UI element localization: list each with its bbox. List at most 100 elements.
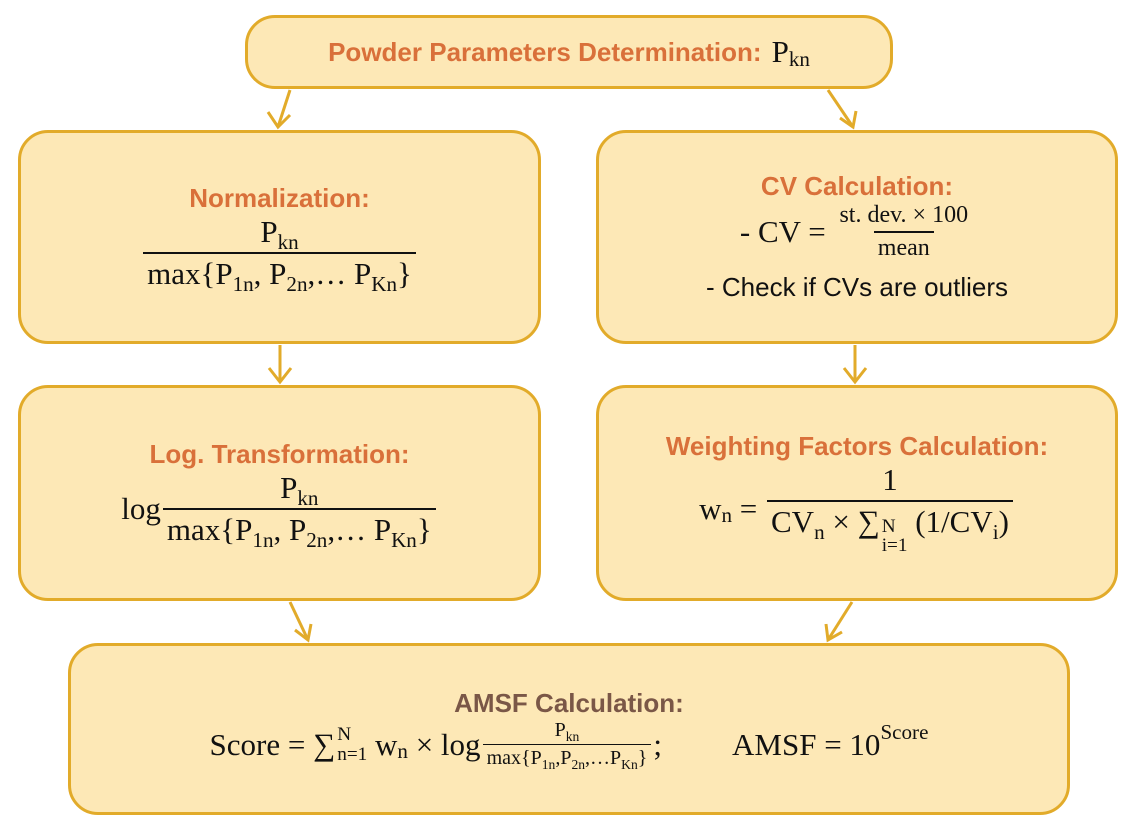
math-text: max{P [166, 511, 253, 547]
math-text: Score = ∑ [209, 726, 336, 762]
arrow [288, 601, 313, 643]
math-text: - CV = [739, 214, 834, 249]
denominator: max{P1n, P2n,… PKn} [143, 251, 416, 296]
fraction: Pkn max{P1n, P2n,… PKn} [143, 213, 416, 296]
math-text: max{P [147, 255, 233, 291]
formula: Pkn max{P1n, P2n,… PKn} [141, 213, 418, 296]
math-text: ; [653, 726, 663, 762]
arrow [842, 345, 868, 385]
denominator: max{P1n, P2n,… PKn} [162, 507, 436, 552]
math-text: P [554, 719, 566, 741]
node-title: Log. Transformation: [149, 438, 410, 469]
subscript: n [721, 503, 732, 528]
math-text: } [416, 511, 432, 547]
math-text: ,…P [585, 747, 622, 769]
subscript: kn [788, 46, 810, 71]
subscript: n=1 [337, 743, 368, 765]
math-text: w [699, 490, 722, 526]
math-text: max{P [486, 747, 542, 769]
math-text: ,… P [307, 255, 372, 291]
formula: - CV = st. dev. × 100 mean [740, 202, 974, 262]
math-text: × ∑ [824, 503, 880, 539]
node: CV Calculation: - CV = st. dev. × 100 mean… [596, 130, 1118, 344]
subscript: kn [565, 728, 580, 744]
math-text: AMSF = 10 [732, 726, 881, 762]
arrow [824, 601, 854, 643]
subscript: 1n [252, 527, 274, 552]
node: Log. Transformation: log Pkn max{P1n, P2n,…… [18, 385, 541, 601]
numerator: st. dev. × 100 [835, 202, 972, 231]
math-text: = [732, 490, 765, 526]
subscript: 2n [306, 527, 328, 552]
math-text: 1 [882, 461, 898, 497]
subscript: kn [277, 229, 299, 254]
formula: log Pkn max{P1n, P2n,… PKn} [121, 469, 437, 552]
subscript: 1n [232, 271, 254, 296]
subscript: n [814, 520, 825, 545]
numerator: Pkn [256, 213, 302, 254]
math-text: } [637, 747, 648, 769]
node-title: AMSF Calculation: [454, 688, 684, 718]
denominator: max{P1n,P2n,…PKn} [482, 744, 652, 772]
math-text: ,P [555, 747, 572, 769]
subscript: Kn [621, 756, 638, 772]
fraction: Pkn max{P1n, P2n,… PKn} [162, 469, 436, 552]
arrow [267, 345, 293, 385]
superscript: N [337, 724, 352, 746]
denominator: mean [873, 231, 934, 262]
numerator: 1 [878, 462, 902, 500]
math-text: ,… P [327, 511, 392, 547]
numerator: Pkn [276, 469, 322, 510]
formula: AMSF = 10 Score [732, 720, 928, 763]
math-text: P [280, 469, 298, 505]
math-text: , P [253, 255, 287, 291]
subscript: 2n [571, 756, 586, 772]
math-text: P [771, 34, 789, 69]
note: - Check if CVs are outliers [706, 272, 1008, 302]
math-text: } [397, 255, 412, 291]
math-text: log [121, 490, 161, 526]
node-title: Normalization: [189, 182, 370, 213]
subscript: 2n [286, 271, 308, 296]
subscript: Kn [391, 527, 417, 552]
subscript: n [397, 739, 408, 764]
node: Weighting Factors Calculation: w n = 1 CVn … [596, 385, 1118, 601]
subscript: i [992, 520, 999, 545]
subscript: 1n [541, 756, 556, 772]
fraction: Pkn max{P1n,P2n,…PKn} [482, 719, 652, 772]
math-text: mean [877, 235, 930, 261]
node-title: Powder Parameters Determination: [328, 36, 762, 67]
math-text: CV [770, 503, 815, 539]
subscript: Kn [371, 271, 398, 296]
numerator: Pkn [551, 719, 584, 744]
node-title: CV Calculation: [760, 171, 954, 201]
math-text: , P [273, 511, 307, 547]
math-text: × log [407, 726, 481, 762]
math-text: w [367, 726, 398, 762]
node-title: Weighting Factors Calculation: [665, 430, 1049, 461]
subscript: kn [297, 485, 319, 510]
math-text: (1/CV [907, 503, 993, 539]
arrow [266, 89, 292, 130]
math-text: ) [998, 503, 1009, 539]
math-text: P [260, 213, 278, 249]
node: Normalization: Pkn max{P1n, P2n,… PKn} [18, 130, 541, 344]
subscript: i=1 [881, 535, 908, 556]
fraction: st. dev. × 100 mean [835, 202, 972, 262]
superscript: Score [880, 720, 929, 745]
math-text: st. dev. × 100 [839, 202, 969, 228]
arrow [826, 89, 858, 130]
superscript: N [881, 515, 896, 537]
